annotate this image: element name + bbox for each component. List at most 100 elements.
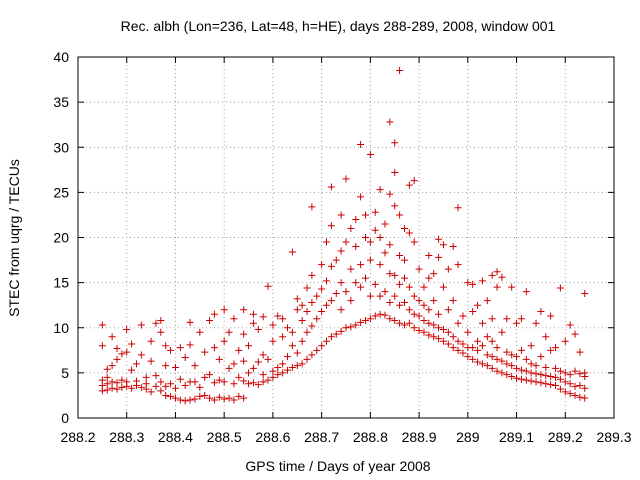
data-point	[128, 340, 136, 348]
data-point	[371, 208, 379, 216]
data-point	[142, 373, 150, 381]
data-point	[522, 367, 530, 375]
data-point	[366, 292, 374, 300]
data-point	[527, 342, 535, 350]
data-point	[206, 394, 214, 402]
data-point	[571, 382, 579, 390]
data-point	[254, 358, 262, 366]
data-point	[108, 362, 116, 370]
data-point	[513, 319, 521, 327]
data-point	[298, 360, 306, 368]
data-point	[274, 363, 282, 371]
data-point	[215, 355, 223, 363]
data-point	[103, 365, 111, 373]
data-point	[464, 353, 472, 361]
data-point	[542, 333, 550, 341]
data-point	[469, 355, 477, 363]
data-point	[357, 193, 365, 201]
data-point	[327, 333, 335, 341]
data-point	[142, 380, 150, 388]
data-point	[225, 364, 233, 372]
x-axis-ticks: 288.2 288.3 288.4 288.5 288.6 288.7 288.8 288.9…	[60, 57, 632, 445]
y-axis-label: STEC from uqrg / TECUs	[6, 159, 22, 317]
data-point	[547, 372, 555, 380]
data-point	[274, 371, 282, 379]
data-point	[269, 367, 277, 375]
data-point	[444, 265, 452, 273]
data-point	[386, 241, 394, 249]
data-point	[366, 150, 374, 158]
data-point	[561, 378, 569, 386]
data-point	[103, 373, 111, 381]
data-point	[288, 248, 296, 256]
x-tick-label: 288.6	[255, 429, 290, 445]
data-point	[420, 301, 428, 309]
data-point	[425, 274, 433, 282]
data-point	[454, 261, 462, 269]
data-point	[230, 360, 238, 368]
data-point	[269, 337, 277, 345]
data-point	[352, 243, 360, 251]
data-point	[391, 202, 399, 210]
data-point	[532, 378, 540, 386]
data-point	[128, 366, 136, 374]
data-point	[254, 326, 262, 334]
data-point	[357, 318, 365, 326]
data-point	[108, 333, 116, 341]
data-point	[230, 315, 238, 323]
data-point	[513, 353, 521, 361]
data-point	[279, 315, 287, 323]
data-point	[347, 265, 355, 273]
data-point	[98, 342, 106, 350]
data-point	[376, 186, 384, 194]
data-point	[269, 373, 277, 381]
data-point	[308, 351, 316, 359]
data-point	[517, 315, 525, 323]
data-point	[201, 348, 209, 356]
data-point	[347, 297, 355, 305]
data-point	[552, 364, 560, 372]
data-point	[576, 370, 584, 378]
data-point	[181, 354, 189, 362]
data-point	[279, 333, 287, 341]
data-point	[361, 211, 369, 219]
data-point	[581, 369, 589, 377]
data-point	[556, 367, 564, 375]
data-point	[157, 387, 165, 395]
data-point	[425, 252, 433, 260]
data-point	[249, 364, 257, 372]
data-point	[201, 391, 209, 399]
data-point	[288, 328, 296, 336]
data-point	[240, 377, 248, 385]
data-point	[386, 298, 394, 306]
data-point	[303, 328, 311, 336]
data-point	[552, 373, 560, 381]
data-point	[245, 380, 253, 388]
data-point	[303, 308, 311, 316]
data-point	[561, 388, 569, 396]
data-point	[332, 289, 340, 297]
data-point	[313, 315, 321, 323]
data-point	[517, 375, 525, 383]
data-point	[191, 362, 199, 370]
data-point	[337, 306, 345, 314]
data-point	[386, 190, 394, 198]
data-point	[206, 317, 214, 325]
data-point	[240, 306, 248, 314]
data-point	[527, 360, 535, 368]
data-point	[552, 344, 560, 352]
grid-lines	[78, 57, 614, 418]
data-point	[493, 355, 501, 363]
data-point	[206, 371, 214, 379]
data-point	[405, 229, 413, 237]
data-point	[488, 353, 496, 361]
data-point	[210, 379, 218, 387]
data-point	[176, 344, 184, 352]
data-point	[405, 319, 413, 327]
data-point	[474, 301, 482, 309]
data-point	[430, 333, 438, 341]
data-point	[137, 351, 145, 359]
data-point	[400, 224, 408, 232]
x-tick-label: 289.2	[548, 429, 583, 445]
data-point	[259, 313, 267, 321]
